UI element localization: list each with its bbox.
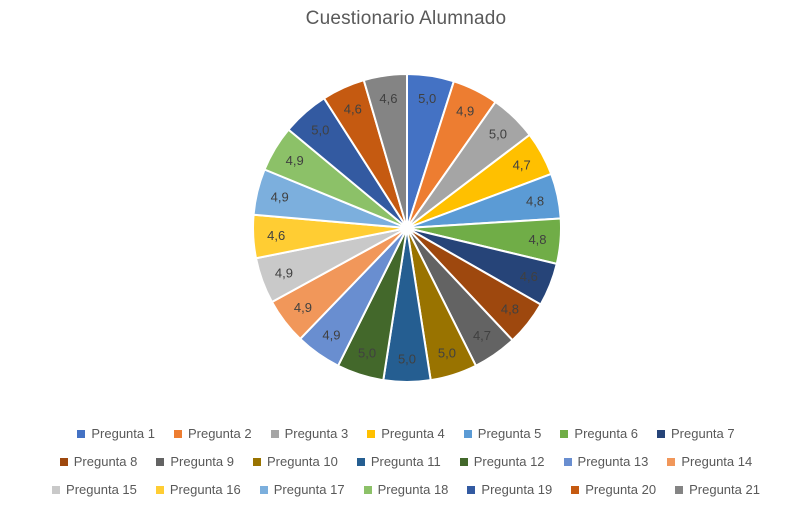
slice-value-label: 4,6 (344, 101, 362, 116)
legend-item[interactable]: Pregunta 21 (675, 482, 760, 497)
legend-color-swatch-icon (270, 429, 279, 438)
slice-value-label: 4,9 (286, 153, 304, 168)
legend-color-swatch-icon (563, 457, 572, 466)
slice-value-label: 4,8 (526, 193, 544, 208)
legend-color-swatch-icon (657, 429, 666, 438)
slice-value-label: 5,0 (438, 345, 456, 360)
legend-item[interactable]: Pregunta 17 (259, 482, 345, 497)
legend-item-label: Pregunta 11 (370, 454, 441, 469)
slice-value-label: 4,9 (275, 265, 293, 280)
slice-value-label: 4,6 (267, 228, 285, 243)
legend-item-label: Pregunta 10 (266, 454, 338, 469)
legend-item[interactable]: Pregunta 13 (563, 454, 649, 469)
legend-item[interactable]: Pregunta 7 (657, 426, 735, 441)
slice-value-label: 4,9 (294, 300, 312, 315)
legend-item[interactable]: Pregunta 15 (52, 482, 137, 497)
slice-value-label: 4,8 (501, 302, 519, 317)
legend-color-swatch-icon (155, 485, 164, 494)
legend-item[interactable]: Pregunta 3 (270, 426, 349, 441)
legend-item[interactable]: Pregunta 1 (77, 426, 155, 441)
slice-value-label: 4,7 (473, 328, 491, 343)
legend-row: Pregunta 15 Pregunta 16 Pregunta 17 Pregunt… (0, 482, 812, 497)
legend-item-label: Pregunta 5 (477, 426, 542, 441)
legend-color-swatch-icon (52, 485, 61, 494)
pie-slice[interactable] (362, 73, 408, 229)
legend-color-swatch-icon (463, 429, 472, 438)
legend-item-label: Pregunta 3 (284, 426, 349, 441)
legend-item-label: Pregunta 13 (577, 454, 649, 469)
legend-item-label: Pregunta 21 (689, 482, 760, 497)
slice-value-label: 5,0 (418, 91, 436, 106)
legend-color-swatch-icon (77, 429, 86, 438)
slice-value-label: 4,6 (379, 91, 397, 106)
legend-color-swatch-icon (363, 485, 372, 494)
legend-item[interactable]: Pregunta 2 (173, 426, 252, 441)
legend-color-swatch-icon (59, 457, 68, 466)
legend-color-swatch-icon (173, 429, 182, 438)
chart-title: Cuestionario Alumnado (305, 8, 507, 29)
legend-color-swatch-icon (675, 485, 684, 494)
legend-item-label: Pregunta 6 (574, 426, 639, 441)
legend-item[interactable]: Pregunta 5 (463, 426, 542, 441)
legend-color-swatch-icon (571, 485, 580, 494)
slice-value-label: 4,9 (456, 103, 474, 118)
legend-item[interactable]: Pregunta 18 (363, 482, 449, 497)
legend-item-label: Pregunta 4 (381, 426, 445, 441)
legend-item[interactable]: Pregunta 14 (667, 454, 752, 469)
slice-value-label: 5,0 (398, 352, 416, 367)
slice-value-label: 4,7 (513, 157, 531, 172)
legend-color-swatch-icon (667, 457, 676, 466)
slice-value-label: 4,9 (271, 190, 289, 205)
legend-item[interactable]: Pregunta 4 (367, 426, 445, 441)
legend-item-label: Pregunta 18 (377, 482, 449, 497)
legend-item-label: Pregunta 17 (273, 482, 345, 497)
legend-item-label: Pregunta 9 (170, 454, 234, 469)
legend-item-label: Pregunta 2 (187, 426, 252, 441)
legend-color-swatch-icon (356, 457, 365, 466)
legend-row: Pregunta 8 Pregunta 9 Pregunta 10 Pregunta … (0, 454, 812, 469)
slice-value-label: 5,0 (358, 345, 376, 360)
legend-item[interactable]: Pregunta 16 (155, 482, 241, 497)
legend-item[interactable]: Pregunta 6 (560, 426, 638, 441)
legend-color-swatch-icon (459, 457, 468, 466)
legend-color-swatch-icon (467, 485, 476, 494)
legend-color-swatch-icon (252, 457, 261, 466)
legend-item-label: Pregunta 7 (671, 426, 735, 441)
legend-item[interactable]: Pregunta 8 (59, 454, 138, 469)
legend-row: Pregunta 1 Pregunta 2 Pregunta 3 Pregunta 4… (0, 426, 812, 441)
legend-item[interactable]: Pregunta 20 (571, 482, 656, 497)
chart-legend: Pregunta 1 Pregunta 2 Pregunta 3 Pregunta 4… (0, 426, 812, 497)
legend-item[interactable]: Pregunta 11 (356, 454, 441, 469)
legend-color-swatch-icon (560, 429, 569, 438)
legend-item[interactable]: Pregunta 19 (467, 482, 552, 497)
legend-color-swatch-icon (156, 457, 165, 466)
legend-item[interactable]: Pregunta 12 (459, 454, 545, 469)
slice-value-label: 4,6 (520, 269, 538, 284)
legend-item-label: Pregunta 15 (66, 482, 137, 497)
legend-color-swatch-icon (259, 485, 268, 494)
legend-item[interactable]: Pregunta 10 (252, 454, 338, 469)
pie-plot-area: 5,0 4,9 5,0 4,7 4,8 4,8 4,6 4,8 4,7 5,0 5,0 5,0 4,9 4… (252, 73, 563, 383)
legend-item-label: Pregunta 14 (681, 454, 753, 469)
legend-item-label: Pregunta 8 (73, 454, 138, 469)
legend-color-swatch-icon (367, 429, 376, 438)
legend-item-label: Pregunta 20 (585, 482, 657, 497)
legend-item-label: Pregunta 19 (481, 482, 553, 497)
legend-item-label: Pregunta 16 (169, 482, 241, 497)
slice-value-label: 4,9 (322, 328, 340, 343)
slice-value-label: 5,0 (311, 122, 329, 137)
slice-value-label: 4,8 (528, 232, 546, 247)
legend-item[interactable]: Pregunta 9 (156, 454, 234, 469)
legend-item-label: Pregunta 1 (91, 426, 155, 441)
slice-value-label: 5,0 (489, 126, 507, 141)
legend-item-label: Pregunta 12 (473, 454, 545, 469)
